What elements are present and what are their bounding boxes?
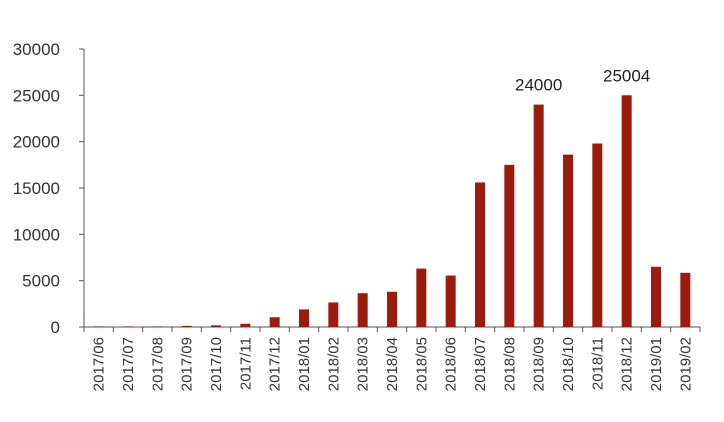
bar-2019-01 [651, 266, 661, 327]
y-tick-label: 30000 [13, 40, 60, 59]
x-tick-label: 2018/01 [296, 337, 313, 391]
bar-2018-04 [387, 291, 397, 327]
x-tick-label: 2017/12 [267, 337, 284, 391]
bar-2018-11 [592, 143, 603, 327]
bar-2019-02 [680, 272, 691, 327]
bar-2018-09 [533, 104, 544, 327]
x-tick-label: 2018/04 [384, 337, 401, 391]
bar-2017-06 [93, 326, 104, 327]
x-tick-label: 2018/10 [560, 337, 577, 391]
x-tick-label: 2018/06 [443, 337, 460, 391]
y-axis: 0 5000 10000 15000 20000 25000 30000 [13, 40, 85, 337]
bar-2018-10 [563, 154, 573, 327]
y-tick-label: 25000 [13, 86, 60, 105]
data-label-2018-12: 25004 [603, 66, 650, 85]
bar-2018-06 [445, 275, 456, 327]
y-tick-label: 0 [51, 318, 60, 337]
x-tick-label: 2018/03 [355, 337, 372, 391]
y-tick-label: 5000 [22, 272, 60, 291]
bars [93, 95, 691, 327]
bar-2018-02 [328, 302, 339, 327]
bar-2018-01 [299, 309, 309, 327]
x-tick-label: 2017/07 [120, 337, 137, 391]
bar-2017-10 [211, 325, 221, 327]
x-axis: 2017/06 2017/07 2017/08 2017/09 2017/10 2017/… [83, 326, 701, 391]
x-tick-label: 2019/01 [648, 337, 665, 391]
x-tick-label: 2018/11 [589, 337, 606, 390]
x-tick-label: 2017/11 [237, 337, 254, 390]
x-tick-label: 2017/08 [149, 337, 166, 391]
data-label-2018-09: 24000 [515, 76, 562, 95]
x-tick-label: 2018/02 [325, 337, 342, 391]
x-tick-label: 2018/09 [531, 337, 548, 391]
x-tick-label: 2018/08 [501, 337, 518, 391]
x-tick-label: 2018/05 [413, 337, 430, 391]
bar-2018-08 [504, 164, 515, 327]
bar-2017-12 [269, 317, 280, 327]
x-tick-label: 2017/09 [179, 337, 196, 391]
x-tick-label: 2019/02 [677, 337, 694, 391]
y-tick-label: 10000 [13, 225, 60, 244]
bar-2017-09 [181, 325, 192, 327]
bar-2017-08 [152, 326, 163, 327]
bar-2017-11 [240, 323, 251, 327]
bar-2018-07 [475, 182, 485, 327]
bar-2018-12 [621, 95, 632, 327]
bar-2017-07 [123, 326, 133, 327]
x-tick-label: 2017/10 [208, 337, 225, 391]
data-labels: 24000 25004 [515, 66, 650, 94]
x-tick-label: 2018/12 [619, 337, 636, 391]
bar-2018-05 [416, 268, 427, 327]
x-tick-label: 2018/07 [472, 337, 489, 391]
bar-2018-03 [357, 293, 368, 327]
y-tick-label: 15000 [13, 179, 60, 198]
x-tick-label: 2017/06 [91, 337, 108, 391]
y-tick-label: 20000 [13, 133, 60, 152]
